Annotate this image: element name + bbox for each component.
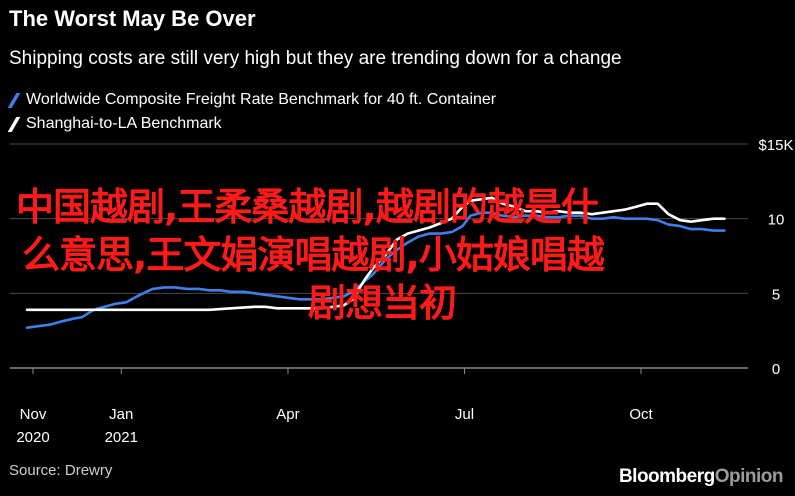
chart-legend: Worldwide Composite Freight Rate Benchma… xyxy=(7,88,497,136)
y-tick-label: $15K xyxy=(758,137,793,154)
legend-label-worldwide: Worldwide Composite Freight Rate Benchma… xyxy=(26,91,497,108)
series-layer xyxy=(25,196,726,329)
x-tick-label: Oct xyxy=(629,406,653,423)
overlay-line-2: 么意思,王文娟演唱越剧,小姑娘唱越 xyxy=(22,233,605,277)
x-tick-label: Apr xyxy=(276,406,299,423)
source-note: Source: Drewry xyxy=(9,462,113,479)
chart-subtitle: Shipping costs are still very high but t… xyxy=(9,48,622,69)
series-line-worldwide xyxy=(25,211,726,329)
x-tick-label: Nov xyxy=(20,406,47,423)
overlay-line-3: 剧想当初 xyxy=(308,281,457,325)
x-tick-label: Jan xyxy=(109,406,133,423)
legend-item-worldwide: Worldwide Composite Freight Rate Benchma… xyxy=(7,88,497,112)
watermark-overlay-text: 中国越剧,王柔桑越剧,越剧的越是什 么意思,王文娟演唱越剧,小姑娘唱越 剧想当初 xyxy=(0,183,795,327)
y-tick-label: 10 xyxy=(768,212,785,229)
x-tick-sublabel: 2021 xyxy=(105,429,138,446)
bloomberg-opinion-logo: BloombergOpinion xyxy=(618,466,784,488)
legend-label-shanghai: Shanghai-to-LA Benchmark xyxy=(26,115,222,132)
line-chart: $15K 10 5 0 Nov 2020 Jan 2021 Apr Jul Oct xyxy=(10,137,794,446)
y-axis: $15K 10 5 0 xyxy=(758,137,793,378)
brand-suffix: Opinion xyxy=(714,466,784,487)
x-axis: Nov 2020 Jan 2021 Apr Jul Oct xyxy=(16,368,653,446)
y-tick-label: 0 xyxy=(772,361,780,378)
y-tick-label: 5 xyxy=(772,286,780,303)
chart-title: The Worst May Be Over xyxy=(9,6,256,31)
legend-item-shanghai: Shanghai-to-LA Benchmark xyxy=(7,112,496,136)
x-tick-label: Jul xyxy=(455,406,474,423)
brand-main: Bloomberg xyxy=(618,466,715,487)
x-tick-sublabel: 2020 xyxy=(16,429,49,446)
overlay-line-1: 中国越剧,王柔桑越剧,越剧的越是什 xyxy=(16,185,599,229)
series-line-shanghai xyxy=(25,196,726,312)
